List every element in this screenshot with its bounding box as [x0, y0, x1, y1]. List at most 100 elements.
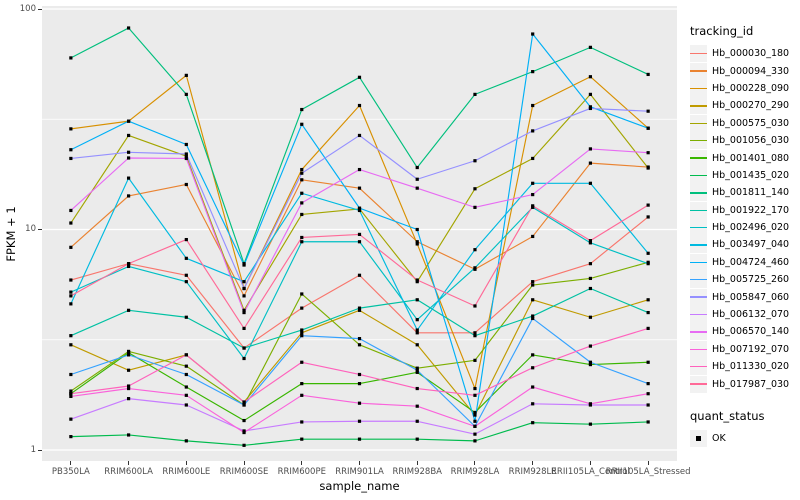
data-point-marker — [473, 187, 477, 191]
data-point-marker — [126, 262, 131, 266]
data-point-marker — [126, 353, 131, 357]
data-point-marker — [415, 370, 419, 374]
data-point-marker — [588, 239, 593, 243]
y-tick-mark — [38, 449, 42, 451]
data-point-marker — [588, 286, 593, 291]
data-point-marker — [126, 264, 131, 269]
data-point-marker — [473, 439, 477, 443]
data-point-marker — [69, 343, 73, 347]
legend-item: Hb_000094_330 — [690, 62, 800, 80]
data-point-marker — [588, 161, 593, 165]
data-point-marker — [646, 203, 650, 207]
data-point-marker — [588, 360, 593, 364]
series-line — [70, 317, 649, 427]
data-point-marker — [415, 280, 419, 284]
data-point-marker — [531, 316, 535, 321]
x-tick-label: RRIM600PE — [277, 467, 326, 477]
data-point-marker — [588, 422, 593, 426]
data-point-marker — [415, 386, 419, 391]
x-tick-mark — [416, 461, 418, 465]
legend-item: Hb_002496_020 — [690, 219, 800, 237]
legend-key-line-swatch — [690, 45, 707, 63]
data-point-marker — [473, 386, 477, 391]
black-square-point-icon — [696, 436, 701, 441]
data-point-marker — [357, 306, 362, 310]
legend-item-label: Hb_001435_020 — [712, 169, 790, 181]
data-point-marker — [531, 283, 535, 287]
legend-key-line-swatch — [690, 166, 707, 184]
legend-item: Hb_000270_290 — [690, 97, 800, 115]
data-point-marker — [184, 364, 188, 368]
legend-key-line-swatch — [690, 358, 707, 376]
data-point-marker — [415, 227, 419, 232]
legend-key-line-swatch — [690, 253, 707, 271]
y-tick-label: 100 — [19, 3, 36, 14]
legend-title-tracking-id: tracking_id — [690, 24, 754, 38]
data-point-marker — [126, 156, 131, 160]
data-point-marker — [300, 334, 304, 338]
y-axis-title: FPKM + 1 — [4, 206, 18, 262]
data-point-marker — [184, 92, 188, 96]
data-point-marker — [184, 237, 188, 242]
data-point-marker — [242, 418, 246, 423]
legend-line-icon — [690, 383, 707, 385]
data-point-marker — [184, 393, 188, 397]
data-point-marker — [588, 276, 593, 281]
data-point-marker — [242, 346, 246, 350]
data-point-marker — [473, 424, 477, 428]
series-line — [70, 74, 649, 390]
data-point-marker — [646, 298, 650, 302]
y-tick-mark — [38, 8, 42, 10]
data-point-marker — [588, 241, 593, 245]
data-point-marker — [646, 326, 650, 331]
data-point-marker — [588, 45, 593, 49]
x-tick-label: RRIM928LA — [450, 467, 500, 477]
data-point-marker — [69, 394, 73, 399]
data-point-marker — [415, 366, 419, 370]
data-point-marker — [184, 182, 188, 187]
data-point-marker — [357, 372, 362, 377]
data-point-marker — [126, 133, 131, 138]
legend-line-icon — [690, 122, 707, 124]
data-point-marker — [69, 221, 73, 225]
legend-item-label: Hb_000270_290 — [712, 100, 790, 112]
legend-items-tracking-id: Hb_000030_180 Hb_000094_330 Hb_000228_090 H… — [690, 45, 800, 393]
legend-line-icon — [690, 313, 707, 316]
legend-item: Hb_000228_090 — [690, 79, 800, 97]
data-point-marker — [646, 215, 650, 219]
legend-line-icon — [690, 226, 707, 229]
data-point-marker — [646, 126, 650, 130]
data-point-marker — [69, 278, 73, 282]
data-point-marker — [184, 152, 188, 156]
y-tick-label: 1 — [30, 444, 36, 455]
data-point-marker — [242, 280, 246, 284]
legend-line-icon — [690, 244, 707, 246]
data-point-marker — [415, 278, 419, 282]
legend-key-line-swatch — [690, 97, 707, 115]
data-point-marker — [300, 328, 304, 332]
x-tick-mark — [474, 461, 476, 465]
data-point-marker — [646, 151, 650, 155]
data-point-marker — [242, 356, 246, 361]
legend-line-icon — [690, 192, 707, 194]
data-point-marker — [300, 212, 304, 217]
data-point-marker — [126, 433, 131, 437]
legend-line-icon — [690, 105, 707, 107]
series-line — [70, 33, 649, 422]
data-point-marker — [300, 292, 304, 296]
data-point-marker — [415, 328, 419, 332]
data-point-marker — [531, 421, 535, 425]
data-point-marker — [415, 437, 419, 441]
data-point-marker — [415, 186, 419, 190]
series-line — [70, 421, 649, 446]
data-point-marker — [300, 393, 304, 397]
data-point-marker — [646, 403, 650, 407]
data-point-marker — [588, 106, 593, 111]
legend-key-line-swatch — [690, 79, 707, 97]
data-point-marker — [646, 262, 650, 266]
legend-item: Hb_001401_080 — [690, 149, 800, 167]
series-line — [70, 216, 649, 349]
legend-item-label: Hb_005847_060 — [712, 291, 790, 303]
data-point-marker — [588, 92, 593, 96]
